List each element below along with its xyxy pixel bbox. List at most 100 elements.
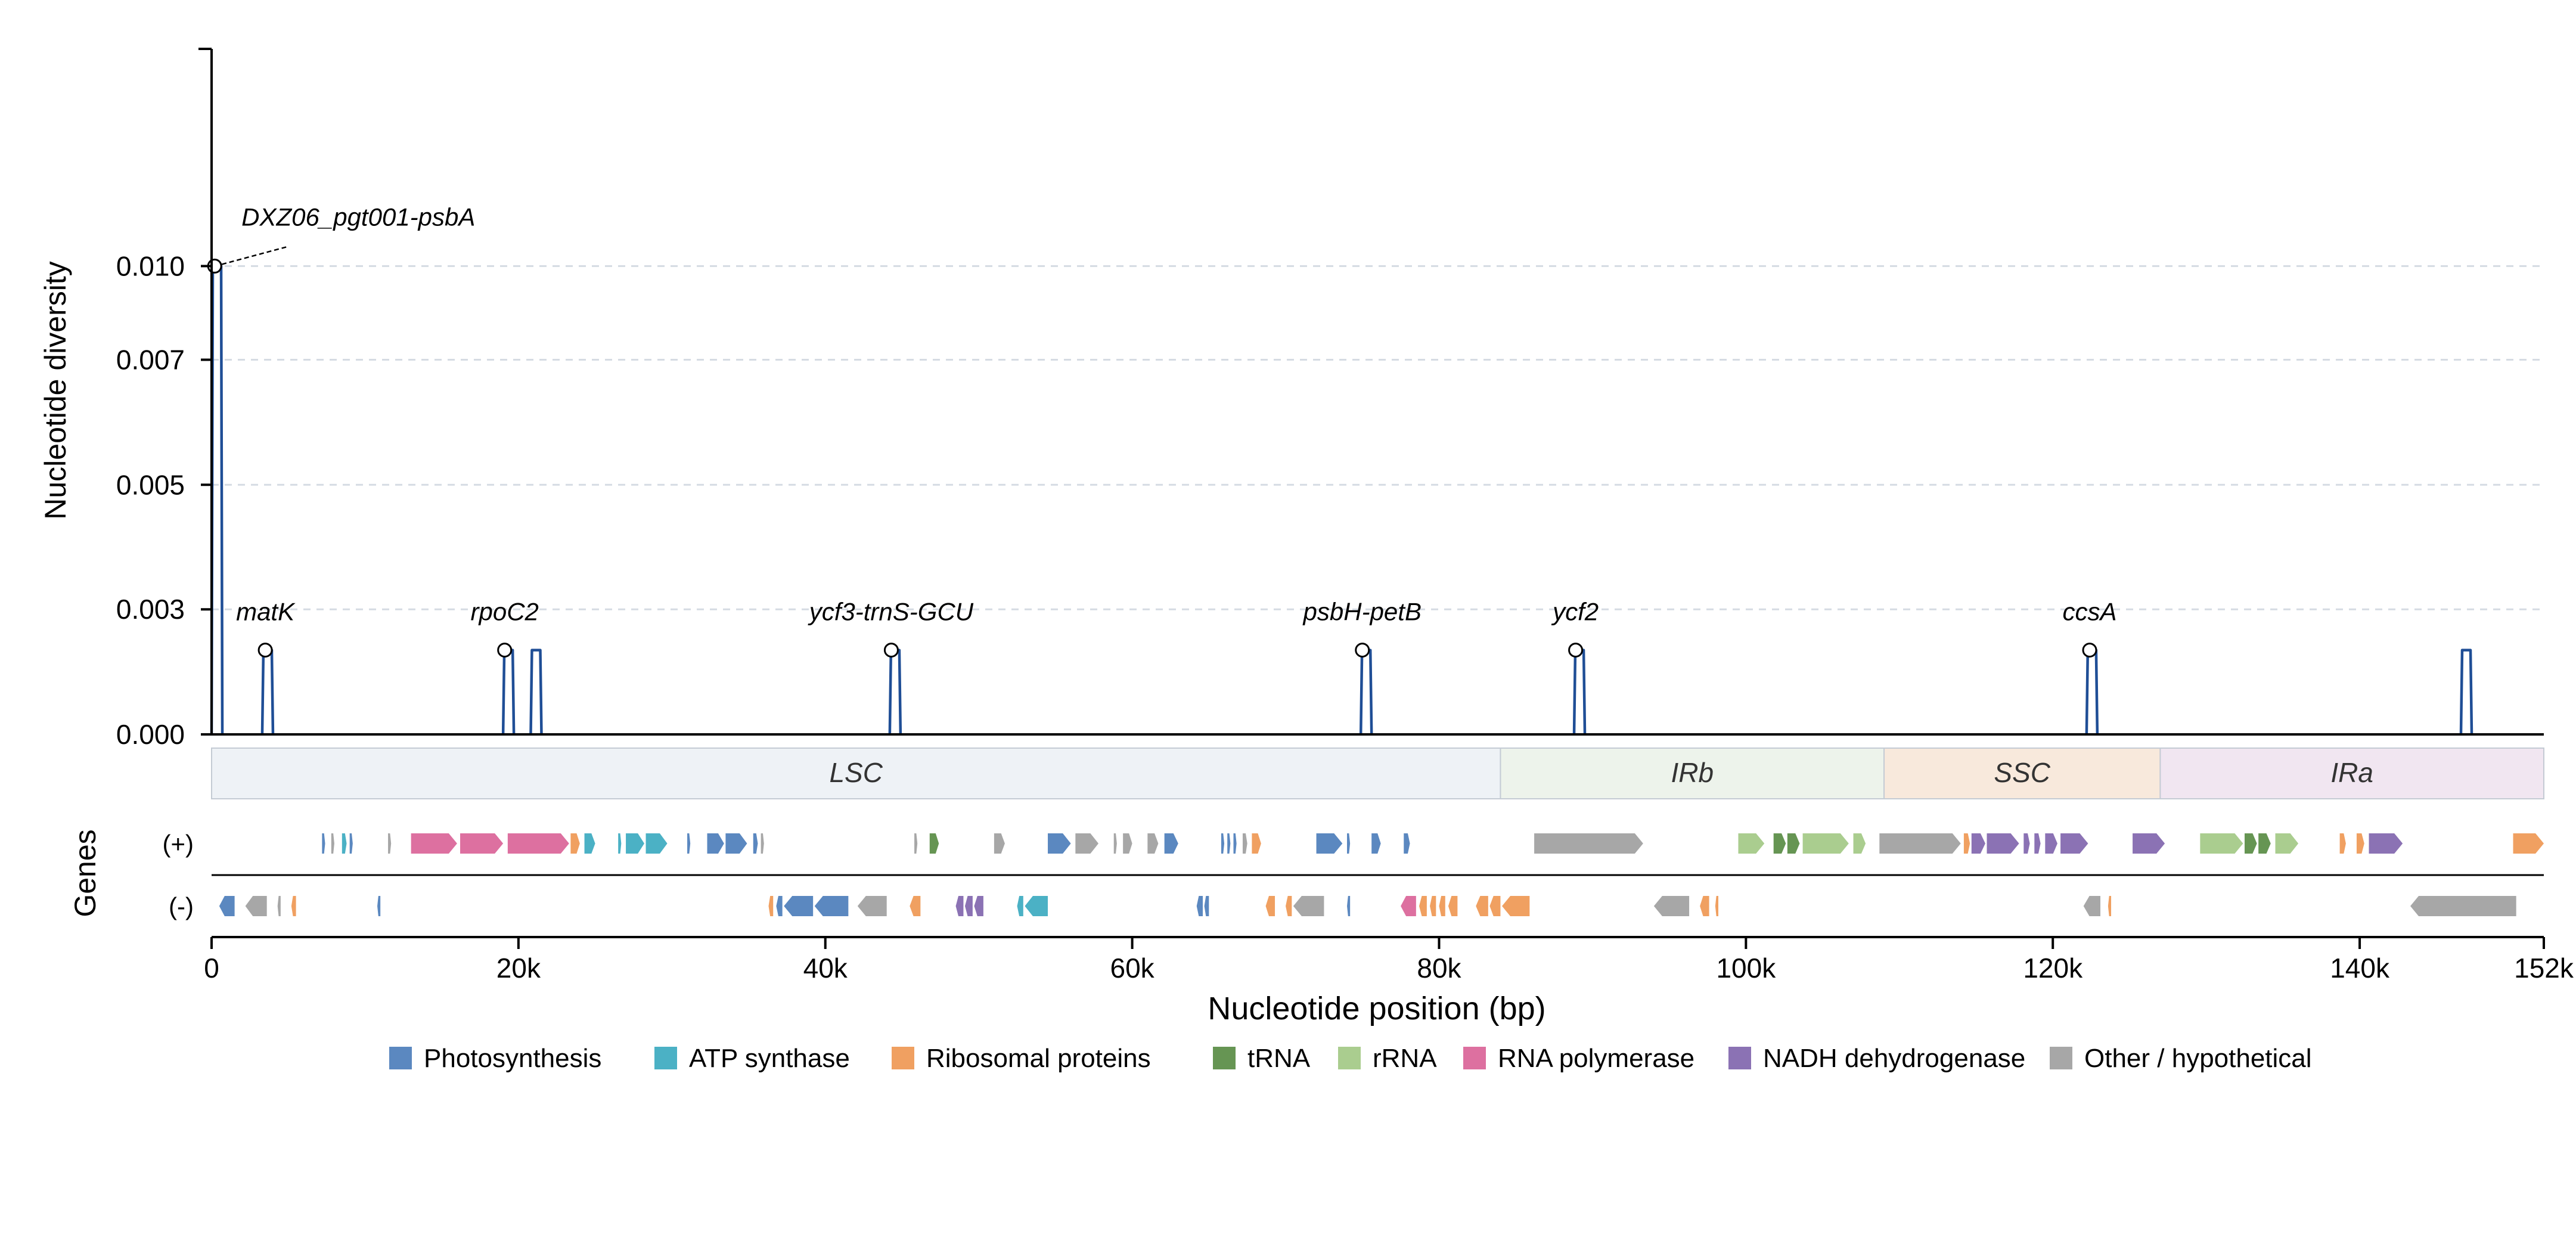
- peak-label: ycf3-trnS-GCU: [808, 598, 974, 626]
- gene-arrow-minus: [277, 896, 281, 916]
- gene-arrow-plus: [1738, 833, 1765, 854]
- gridlines: [212, 265, 2544, 610]
- gene-arrow-minus: [1265, 896, 1275, 916]
- gene-arrow-plus: [507, 833, 569, 854]
- diversity-series: [210, 265, 2473, 735]
- gene-arrow-plus: [645, 833, 668, 854]
- gene-arrow-minus: [1430, 896, 1436, 916]
- peak-label: ccsA: [2062, 598, 2116, 626]
- gene-arrow-plus: [626, 833, 644, 854]
- legend-swatch: [1728, 1047, 1751, 1069]
- gene-arrow-plus: [2245, 833, 2257, 854]
- legend-label: Ribosomal proteins: [926, 1044, 1151, 1073]
- gene-arrow-minus: [974, 896, 983, 916]
- diversity-peak: [501, 649, 516, 735]
- gene-arrow-minus: [1017, 896, 1023, 916]
- gene-arrow-plus: [2023, 833, 2030, 854]
- diversity-peak: [2459, 649, 2473, 735]
- legend-swatch: [892, 1047, 914, 1069]
- peak-label: psbH-petB: [1302, 598, 1422, 626]
- gene-arrow-plus: [2045, 833, 2057, 854]
- x-axis-title: Nucleotide position (bp): [1208, 991, 1545, 1026]
- peak-marker: [883, 643, 899, 658]
- gene-arrow-plus: [331, 833, 334, 854]
- region-bands: LSC IRb SSC IRa: [211, 748, 2545, 799]
- region-label: IRa: [2330, 757, 2373, 788]
- gene-arrow-plus: [342, 833, 347, 854]
- gene-arrow-plus: [388, 833, 392, 854]
- diversity-peak: [888, 649, 902, 735]
- legend: Photosynthesis ATP synthase Ribosomal prot…: [389, 1044, 2312, 1073]
- diversity-peak: [1359, 649, 1373, 735]
- legend-label: ATP synthase: [689, 1044, 850, 1073]
- gene-arrow-minus: [1419, 896, 1427, 916]
- gene-arrow-plus: [2369, 833, 2403, 854]
- region-band-lsc: [211, 748, 1501, 799]
- gene-arrow-plus: [687, 833, 691, 854]
- region-band-ira: [2159, 748, 2545, 799]
- y-tick-label: 0.007: [116, 345, 185, 376]
- legend-label: tRNA: [1247, 1044, 1311, 1073]
- peak-annotations: DXZ06_pgt001-psbA matK rpoC2 ycf3-trnS-GCU p…: [207, 203, 2117, 658]
- gene-arrow-minus: [776, 896, 783, 916]
- gene-arrow-plus: [570, 833, 580, 854]
- gene-arrow-plus: [1227, 833, 1231, 854]
- gene-arrow-minus: [1286, 896, 1292, 916]
- peak-marker: [1568, 643, 1584, 658]
- peak-marker: [2082, 643, 2097, 658]
- x-tick-label: 0: [204, 953, 219, 984]
- legend-label: rRNA: [1373, 1044, 1437, 1073]
- gene-arrow-plus: [1987, 833, 2019, 854]
- gene-arrow-plus: [1879, 833, 1961, 854]
- peak-marker: [1355, 643, 1370, 658]
- gene-arrow-plus: [1316, 833, 1343, 854]
- strand-minus-label: (-): [169, 892, 194, 920]
- gene-arrow-plus: [1113, 833, 1117, 854]
- gene-arrow-minus: [1347, 896, 1351, 916]
- gene-arrow-minus: [291, 896, 296, 916]
- gene-arrow-plus: [618, 833, 622, 854]
- y-axis-title: Nucleotide diversity: [39, 261, 72, 520]
- gene-arrow-minus: [1476, 896, 1488, 916]
- axes: 0.000 0.003 0.005 0.007 0.010 0 20k 40k 60k 80k 10…: [116, 48, 2574, 984]
- gene-arrow-plus: [1252, 833, 1261, 854]
- gene-arrow-plus: [1242, 833, 1247, 854]
- x-tick-label: 152k: [2514, 953, 2574, 984]
- gene-arrow-plus: [2034, 833, 2041, 854]
- gene-arrow-minus: [219, 896, 235, 916]
- x-tick-label: 140k: [2330, 953, 2390, 984]
- x-tick-label: 80k: [1417, 953, 1461, 984]
- gene-arrow-plus: [2339, 833, 2346, 854]
- diversity-peak: [210, 265, 224, 735]
- gene-arrow-minus: [955, 896, 964, 916]
- legend-swatch: [1338, 1047, 1361, 1069]
- gene-arrow-plus: [1787, 833, 1800, 854]
- legend-label: Photosynthesis: [424, 1044, 601, 1073]
- region-label: SSC: [1994, 757, 2050, 788]
- gene-arrow-minus: [1401, 896, 1416, 916]
- gene-arrow-plus: [707, 833, 724, 854]
- legend-swatch: [389, 1047, 412, 1069]
- x-tick-label: 20k: [496, 953, 541, 984]
- region-band-irb: [1500, 748, 1885, 799]
- gene-arrow-minus: [1204, 896, 1209, 916]
- gene-arrow-plus: [460, 833, 504, 854]
- gene-arrow-plus: [2275, 833, 2299, 854]
- gene-arrow-plus: [2356, 833, 2364, 854]
- gene-tracks: [212, 833, 2544, 938]
- gene-arrow-plus: [1963, 833, 1970, 854]
- diversity-peak: [529, 649, 543, 735]
- strand-plus-label: (+): [163, 830, 194, 858]
- gene-arrow-plus: [1347, 833, 1351, 854]
- gene-arrow-plus: [2513, 833, 2544, 854]
- gene-arrow-plus: [2060, 833, 2088, 854]
- x-tick-label: 100k: [1716, 953, 1776, 984]
- gene-arrow-plus: [725, 833, 747, 854]
- legend-swatch: [1213, 1047, 1236, 1069]
- x-tick-label: 40k: [803, 953, 848, 984]
- gene-arrow-plus: [1164, 833, 1178, 854]
- gene-arrow-plus: [1534, 833, 1643, 854]
- gene-arrow-minus: [2410, 896, 2516, 916]
- legend-swatch: [1463, 1047, 1486, 1069]
- gene-arrow-minus: [814, 896, 849, 916]
